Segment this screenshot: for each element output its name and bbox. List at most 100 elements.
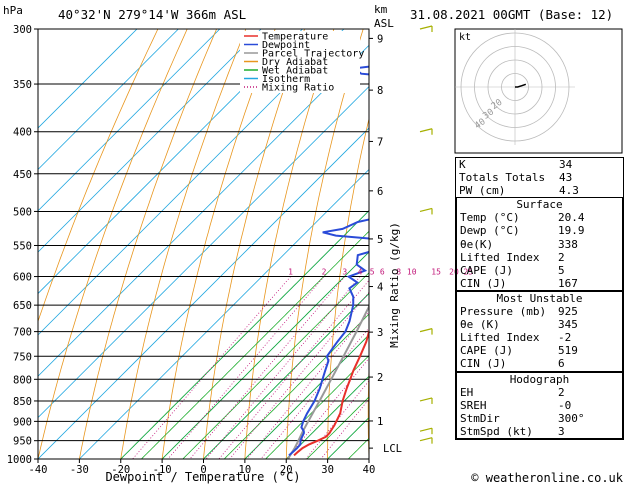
hodograph-index-value: -0 bbox=[558, 398, 572, 412]
dry-adiabat bbox=[161, 29, 276, 459]
wind-barb bbox=[419, 328, 433, 333]
location-title: 40°32'N 279°14'W 366m ASL bbox=[58, 7, 246, 22]
km-label: km bbox=[374, 3, 388, 16]
hodograph-trace-line bbox=[515, 83, 527, 88]
index-label: PW (cm) bbox=[459, 184, 506, 198]
height-tick-label: 1 bbox=[377, 416, 383, 428]
temperature-line bbox=[293, 329, 369, 457]
wind-barb bbox=[419, 427, 433, 432]
parcel-trajectory-line bbox=[287, 304, 369, 459]
pressure-tick-label: 500 bbox=[13, 206, 32, 218]
surface-row: Temp (°C) 20.4 bbox=[457, 211, 622, 224]
surface-label: CAPE (J) bbox=[460, 263, 513, 277]
height-tick-label: 5 bbox=[377, 234, 383, 246]
pressure-axis: 300 350 400 450 500 550 600 650 700 750 800 850 900 9… bbox=[7, 24, 38, 466]
pressure-tick-label: 750 bbox=[13, 351, 32, 363]
most-unstable-label: Pressure (mb) bbox=[460, 305, 547, 319]
hodograph-index-row: SREH -0 bbox=[457, 399, 622, 412]
isotherm--50 bbox=[38, 86, 369, 419]
pressure-tick-label: 700 bbox=[13, 327, 32, 339]
pressure-tick-label: 900 bbox=[13, 416, 32, 428]
hodograph-index-label: StmDir bbox=[460, 411, 500, 425]
wind-barb bbox=[419, 207, 433, 213]
mixing-ratio-line bbox=[218, 279, 369, 459]
surface-label: Lifted Index bbox=[460, 250, 540, 264]
most-unstable-value: 925 bbox=[558, 305, 578, 319]
temperature-tick-label: -40 bbox=[29, 464, 48, 476]
wet-adiabat bbox=[223, 313, 369, 459]
x-axis-title: Dewpoint / Temperature (°C) bbox=[105, 470, 300, 484]
isotherm--80 bbox=[38, 29, 303, 295]
sounding-series bbox=[287, 65, 369, 459]
pressure-tick-label: 550 bbox=[13, 240, 32, 252]
wet-adiabat bbox=[244, 334, 369, 459]
dry-adiabat bbox=[408, 29, 452, 459]
pressure-tick-label: 950 bbox=[13, 436, 32, 448]
height-tick-label: 6 bbox=[377, 186, 383, 198]
surface-label: CIN (J) bbox=[460, 276, 507, 290]
most-unstable-title: Most Unstable bbox=[496, 291, 583, 305]
mixing-ratio-line bbox=[167, 276, 325, 459]
copyright: © weatheronline.co.uk bbox=[471, 471, 623, 485]
wet-adiabat bbox=[306, 396, 369, 459]
isotherm--120 bbox=[38, 29, 138, 129]
isotherm--30 bbox=[79, 168, 369, 459]
mixing-ratio-label: 20 bbox=[449, 268, 459, 277]
most-unstable-label: Lifted Index bbox=[460, 331, 540, 345]
most-unstable-label: CIN (J) bbox=[460, 357, 507, 371]
mixing-ratio-label: 8 bbox=[396, 268, 401, 277]
indices-top: K 34 Totals Totals 43 PW (cm) 4.3 bbox=[456, 158, 623, 197]
isobar-lines bbox=[38, 29, 369, 459]
temperature-tick-label: -10 bbox=[153, 464, 172, 476]
most-unstable-value: 345 bbox=[558, 318, 578, 332]
surface-section: Surface Temp (°C) 20.4 Dewp (°C) 19.9 θe(K) 3… bbox=[456, 197, 623, 291]
legend-label: Dewpoint bbox=[262, 40, 310, 51]
surface-value: 338 bbox=[558, 237, 578, 251]
most-unstable-value: -2 bbox=[558, 331, 572, 345]
pressure-tick-label: 400 bbox=[13, 127, 32, 139]
mixing-ratio-label: 25 bbox=[463, 268, 473, 277]
lcl-label: LCL bbox=[383, 443, 402, 455]
temperature-tick-label: 0 bbox=[200, 464, 206, 476]
most-unstable-label: θe (K) bbox=[460, 318, 500, 332]
mixing-ratio-line bbox=[286, 357, 369, 459]
hodograph-index-row: EH 2 bbox=[457, 386, 622, 399]
dry-adiabat bbox=[285, 29, 364, 459]
mixing-ratio-label: 5 bbox=[370, 268, 375, 277]
mixing-ratio-line bbox=[132, 276, 291, 459]
index-value: 34 bbox=[559, 158, 573, 171]
hodograph-box-title: Hodograph bbox=[509, 372, 570, 386]
mixing-ratio-labels: 1 2 3 4 5 6 8 10 15 20 25 bbox=[288, 268, 473, 277]
hpa-label: hPa bbox=[3, 4, 23, 17]
mixing-ratio-label: 10 bbox=[407, 268, 417, 277]
index-value: 4.3 bbox=[559, 184, 579, 198]
index-row: PW (cm) 4.3 bbox=[456, 184, 623, 197]
index-value: 43 bbox=[559, 171, 573, 185]
mixing-ratio-label: 15 bbox=[431, 268, 441, 277]
dewpoint-line bbox=[288, 65, 369, 457]
legend-label: Mixing Ratio bbox=[262, 83, 334, 94]
hodograph-index-value: 300° bbox=[558, 411, 585, 425]
most-unstable-section: Most Unstable Pressure (mb) 925 θe (K) 345 L… bbox=[456, 290, 623, 372]
indices-panel: K 34 Totals Totals 43 PW (cm) 4.3 Surface Tem… bbox=[455, 157, 624, 440]
mixing-ratio-label: 6 bbox=[380, 268, 385, 277]
mixing-ratio-label: 2 bbox=[322, 268, 327, 277]
pressure-tick-label: 450 bbox=[13, 169, 32, 181]
mixing-ratio-label: 3 bbox=[342, 268, 347, 277]
surface-title: Surface bbox=[516, 198, 563, 212]
wet-adiabat bbox=[265, 355, 369, 459]
hodograph-index-value: 3 bbox=[558, 424, 565, 438]
hodograph-index-row: StmSpd (kt) 3 bbox=[457, 425, 622, 438]
isotherm--60 bbox=[38, 44, 369, 377]
pressure-tick-label: 1000 bbox=[7, 454, 32, 466]
most-unstable-row: CAPE (J) 519 bbox=[457, 344, 622, 357]
index-row: Totals Totals 43 bbox=[456, 171, 623, 184]
index-label: Totals Totals bbox=[459, 171, 546, 185]
legend-label: Isotherm bbox=[262, 74, 310, 85]
legend-label: Temperature bbox=[262, 32, 328, 43]
surface-value: 20.4 bbox=[558, 211, 585, 225]
mixing-ratio-line bbox=[189, 276, 346, 459]
